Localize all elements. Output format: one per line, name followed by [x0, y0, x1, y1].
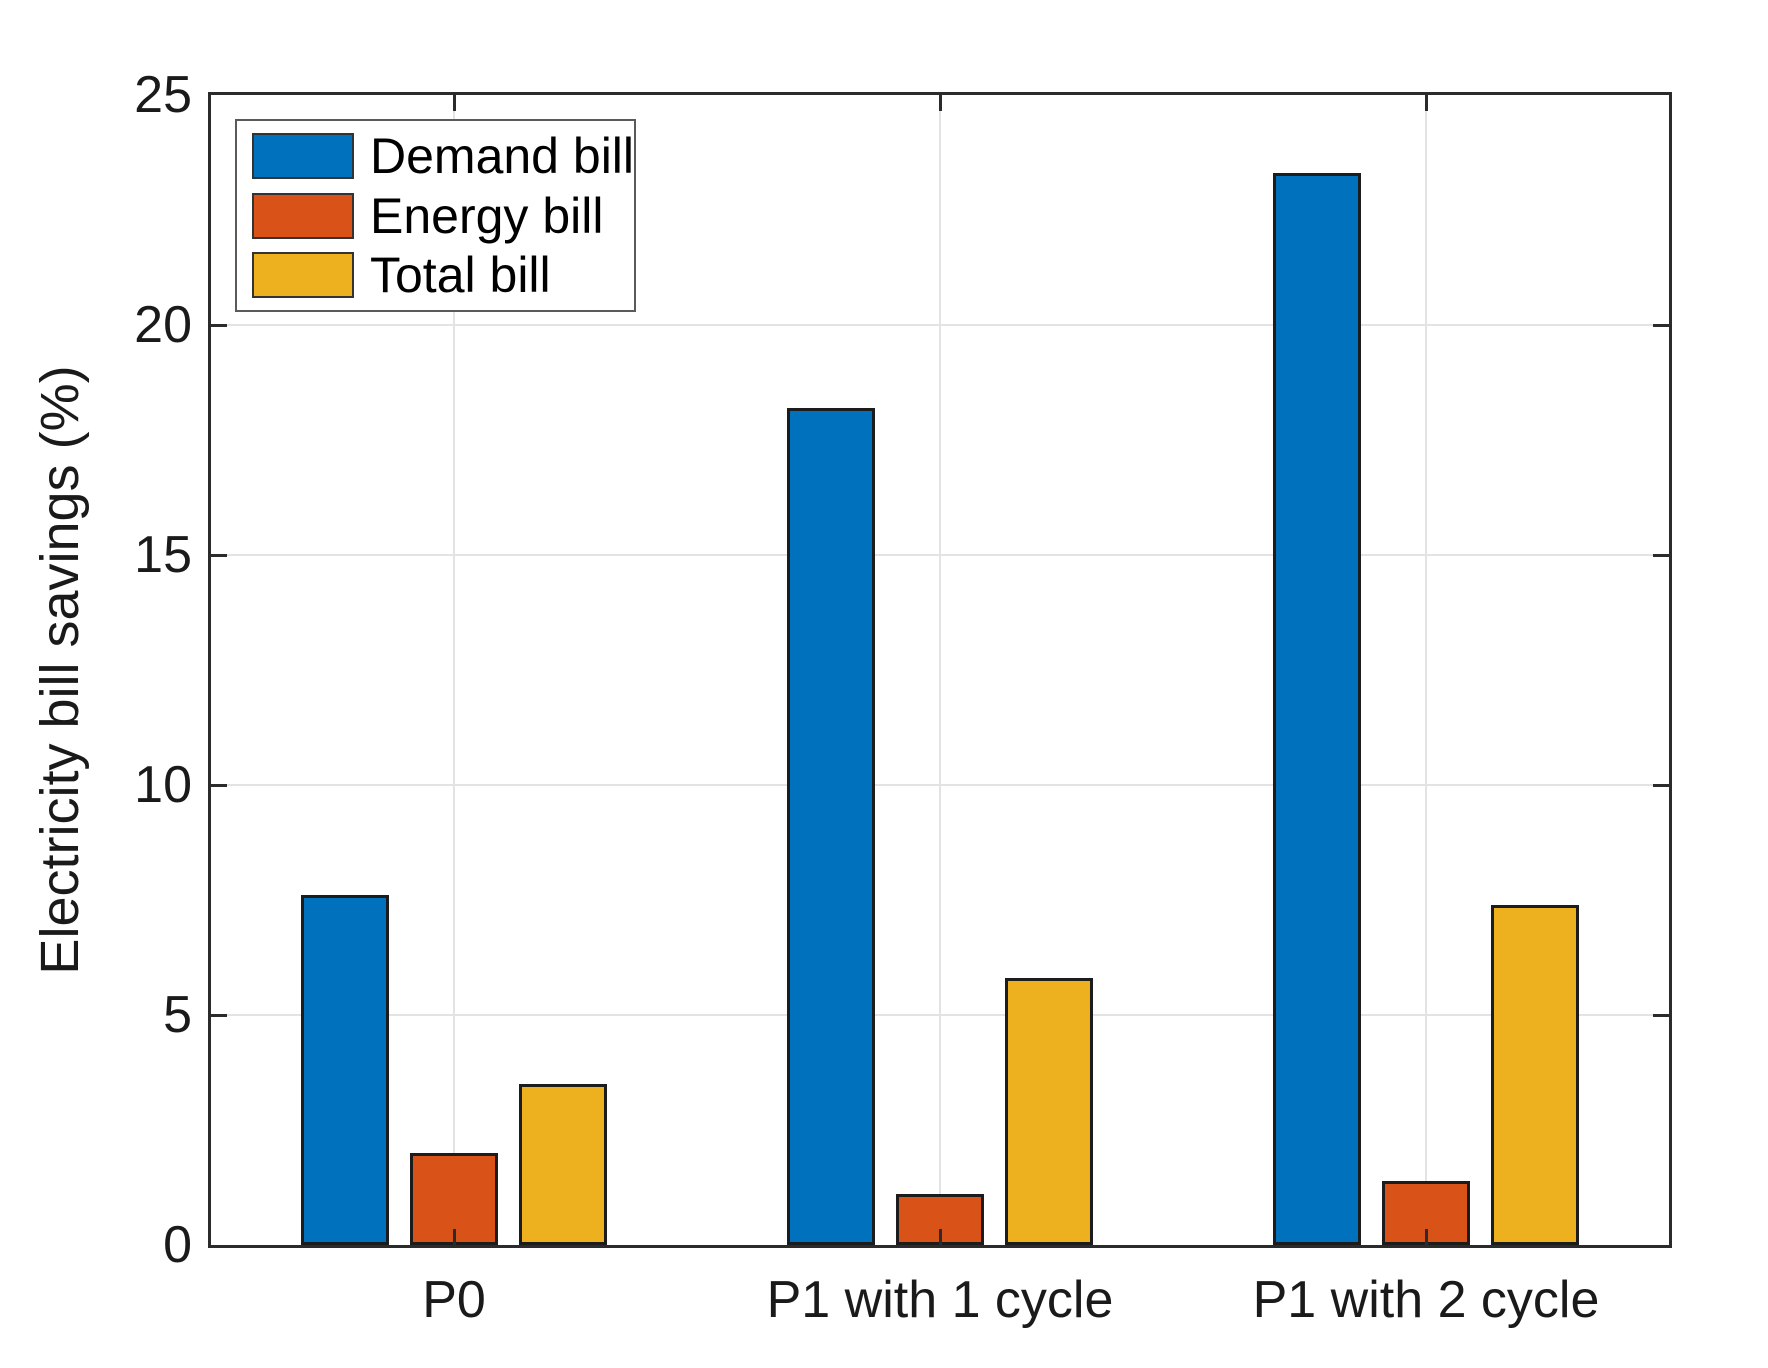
v-gridline-p0 [453, 95, 455, 1245]
tick-layer [211, 95, 1669, 1245]
bar-energy-bill-p1-with-1-cycle [896, 1194, 984, 1245]
bar-total-bill-p0 [519, 1084, 607, 1245]
y-tick-left-15 [211, 553, 227, 557]
bar-demand-bill-p1-with-2-cycle [1273, 173, 1361, 1245]
y-tick-right-20 [1653, 323, 1669, 327]
bar-demand-bill-p0 [301, 895, 389, 1245]
legend-swatch-demand-bill [252, 132, 354, 179]
bar-total-bill-p1-with-2-cycle [1491, 904, 1579, 1245]
bar-total-bill-p1-with-1-cycle [1005, 978, 1093, 1245]
legend-label-total-bill: Total bill [370, 247, 551, 304]
legend-label-demand-bill: Demand bill [370, 127, 635, 184]
y-axis-label: Electricity bill savings (%) [30, 365, 90, 975]
grid-layer [211, 95, 1669, 1245]
y-tick-label-0: 0 [163, 1216, 192, 1274]
legend: Demand bill Energy bill Total bill [235, 119, 636, 312]
x-tick-bottom-p1-with-2-cycle [1424, 1229, 1428, 1245]
legend-swatch-total-bill [252, 252, 354, 299]
y-tick-left-20 [211, 323, 227, 327]
y-tick-right-5 [1653, 1013, 1669, 1017]
bar-layer [211, 95, 1669, 1245]
x-tick-bottom-p1-with-1-cycle [938, 1229, 942, 1245]
x-tick-top-p1-with-2-cycle [1424, 95, 1428, 111]
y-tick-label-10: 10 [134, 756, 192, 814]
x-tick-top-p0 [452, 95, 456, 111]
legend-item-total-bill: Total bill [252, 250, 634, 300]
x-tick-top-p1-with-1-cycle [938, 95, 942, 111]
legend-label-energy-bill: Energy bill [370, 187, 604, 244]
y-tick-label-5: 5 [163, 986, 192, 1044]
y-tick-label-25: 25 [134, 66, 192, 124]
y-tick-label-20: 20 [134, 296, 192, 354]
x-tick-label-p0: P0 [422, 1271, 486, 1329]
axes-box [208, 92, 1672, 1248]
x-tick-label-p1-with-1-cycle: P1 with 1 cycle [766, 1271, 1114, 1329]
bar-demand-bill-p1-with-1-cycle [787, 407, 875, 1245]
y-tick-right-15 [1653, 553, 1669, 557]
legend-item-energy-bill: Energy bill [252, 191, 634, 241]
x-tick-label-p1-with-2-cycle: P1 with 2 cycle [1252, 1271, 1600, 1329]
legend-swatch-energy-bill [252, 192, 354, 239]
v-gridline-p1-with-1-cycle [939, 95, 941, 1245]
v-gridline-p1-with-2-cycle [1425, 95, 1427, 1245]
y-tick-right-10 [1653, 783, 1669, 787]
y-tick-left-5 [211, 1013, 227, 1017]
legend-item-demand-bill: Demand bill [252, 131, 634, 181]
y-tick-left-10 [211, 783, 227, 787]
y-tick-label-15: 15 [134, 526, 192, 584]
x-tick-bottom-p0 [452, 1229, 456, 1245]
